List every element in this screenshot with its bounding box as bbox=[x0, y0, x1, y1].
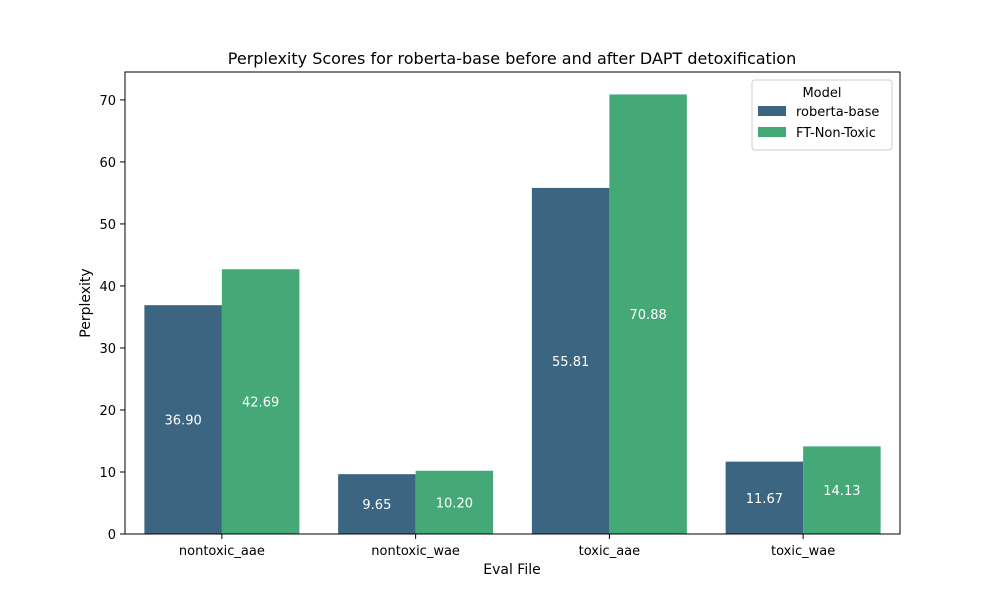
data-label: 9.65 bbox=[362, 498, 391, 513]
bar-ft-non-toxic-nontoxic-wae bbox=[415, 470, 494, 534]
bar-roberta-base-nontoxic-aae bbox=[144, 305, 222, 534]
bar-ft-non-toxic-nontoxic-aae bbox=[221, 269, 300, 534]
plot-frame bbox=[124, 71, 901, 535]
data-label: 11.67 bbox=[746, 492, 783, 507]
y-tick-label: 10 bbox=[99, 466, 116, 481]
x-axis-label: Eval File bbox=[483, 562, 540, 578]
bar-roberta-base-nontoxic-wae bbox=[338, 474, 416, 534]
y-tick-label: 60 bbox=[99, 156, 116, 171]
legend: Model roberta-base FT-Non-Toxic bbox=[751, 79, 893, 151]
y-axis: 0 10 20 30 40 50 60 70 bbox=[99, 94, 125, 543]
x-tick-label: nontoxic_wae bbox=[371, 544, 460, 559]
x-axis: nontoxic_aae nontoxic_wae toxic_aae toxic_w… bbox=[179, 534, 835, 559]
bar-ft-non-toxic-toxic-aae bbox=[609, 94, 687, 534]
data-label: 36.90 bbox=[165, 414, 202, 429]
data-label: 14.13 bbox=[823, 484, 860, 499]
legend-label: roberta-base bbox=[796, 105, 879, 120]
data-label: 42.69 bbox=[242, 396, 279, 411]
x-tick-label: nontoxic_aae bbox=[179, 544, 265, 559]
bar-roberta-base-toxic-aae bbox=[531, 187, 610, 534]
data-label: 10.20 bbox=[436, 496, 473, 511]
legend-title: Model bbox=[802, 86, 841, 101]
y-tick-label: 20 bbox=[99, 404, 116, 419]
legend-box bbox=[751, 79, 893, 151]
data-labels-layer: 36.90 9.65 55.81 11.67 42.69 10.20 70.88 14.13 bbox=[165, 308, 861, 513]
legend-swatch bbox=[758, 106, 786, 116]
legend-label: FT-Non-Toxic bbox=[796, 126, 876, 141]
y-tick-label: 40 bbox=[99, 280, 116, 295]
y-tick-label: 0 bbox=[108, 528, 116, 543]
x-tick-label: toxic_aae bbox=[579, 544, 641, 559]
data-label: 55.81 bbox=[552, 355, 589, 370]
bars-layer bbox=[144, 94, 881, 534]
y-axis-label: Perplexity bbox=[78, 268, 94, 337]
x-tick-label: toxic_wae bbox=[771, 544, 835, 559]
y-tick-label: 70 bbox=[99, 94, 116, 109]
data-label: 70.88 bbox=[630, 308, 667, 323]
bar-ft-non-toxic-toxic-wae bbox=[803, 446, 881, 534]
chart-title: Perplexity Scores for roberta-base befor… bbox=[228, 49, 796, 68]
y-tick-label: 50 bbox=[99, 218, 116, 233]
y-tick-label: 30 bbox=[99, 342, 116, 357]
legend-swatch bbox=[758, 127, 786, 137]
bar-roberta-base-toxic-wae bbox=[725, 461, 804, 534]
